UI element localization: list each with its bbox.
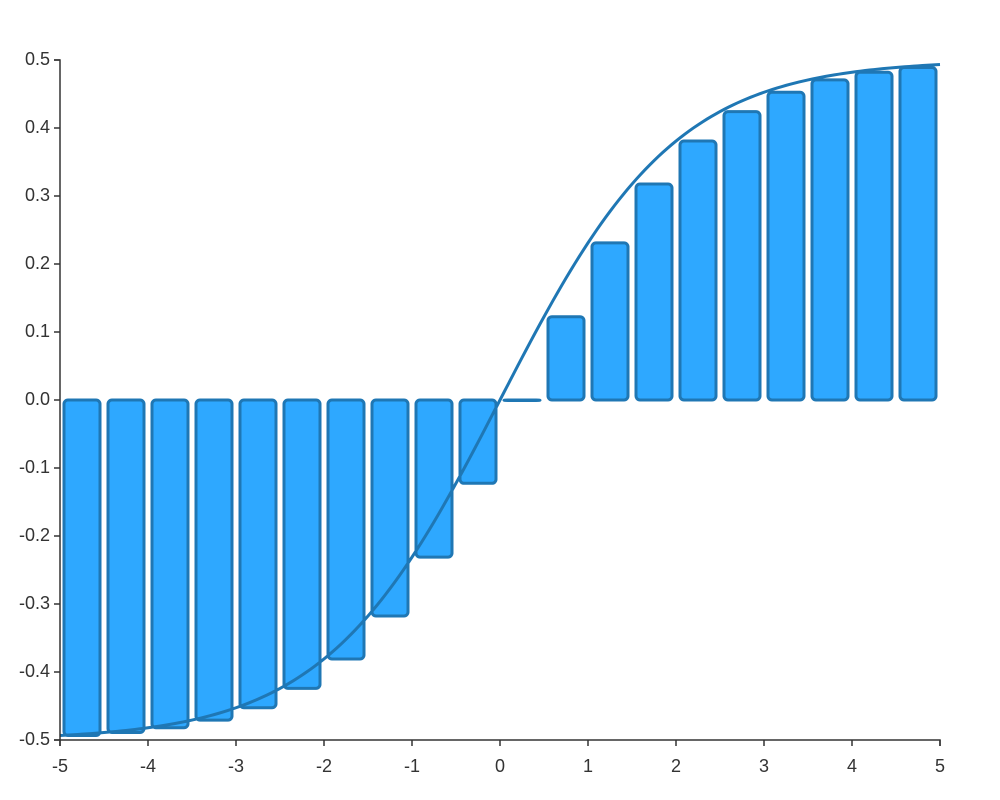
bar bbox=[722, 110, 762, 402]
axes-layer: -0.5 -0.4 -0.3 -0.2 -0.1 0.0 0.1 0.2 0.3 0.4 0.5 -5… bbox=[19, 49, 945, 776]
bar bbox=[150, 398, 190, 730]
bar bbox=[238, 398, 278, 710]
bar bbox=[106, 398, 146, 735]
x-tick-label: 4 bbox=[847, 756, 857, 776]
bar bbox=[810, 78, 850, 402]
bar bbox=[854, 70, 894, 402]
bar bbox=[590, 241, 630, 402]
bar bbox=[194, 398, 234, 722]
bar bbox=[414, 398, 454, 559]
x-tick-label: -5 bbox=[52, 756, 68, 776]
bar bbox=[62, 398, 102, 737]
y-tick-label: 0.0 bbox=[25, 389, 50, 409]
y-tick-label: -0.5 bbox=[19, 729, 50, 749]
x-tick-label: -4 bbox=[140, 756, 156, 776]
y-tick-label: 0.4 bbox=[25, 117, 50, 137]
line-layer bbox=[59, 63, 941, 737]
bar bbox=[678, 139, 718, 402]
y-tick-label: -0.1 bbox=[19, 457, 50, 477]
x-tick-label: 0 bbox=[495, 756, 505, 776]
bar bbox=[502, 398, 542, 402]
bar bbox=[766, 90, 806, 402]
bar bbox=[634, 182, 674, 402]
x-tick-label: -3 bbox=[228, 756, 244, 776]
y-tick-label: -0.4 bbox=[19, 661, 50, 681]
x-tick-label: -2 bbox=[316, 756, 332, 776]
bar bbox=[370, 398, 410, 618]
series-line bbox=[59, 63, 941, 737]
y-tick-label: -0.3 bbox=[19, 593, 50, 613]
bar bbox=[546, 315, 586, 402]
bars-layer bbox=[62, 65, 938, 737]
y-tick-label: 0.1 bbox=[25, 321, 50, 341]
y-tick-label: 0.5 bbox=[25, 49, 50, 69]
y-tick-label: 0.3 bbox=[25, 185, 50, 205]
x-tick-label: 5 bbox=[935, 756, 945, 776]
x-tick-label: 3 bbox=[759, 756, 769, 776]
x-tick-label: -1 bbox=[404, 756, 420, 776]
bar bbox=[898, 65, 938, 402]
y-tick-label: 0.2 bbox=[25, 253, 50, 273]
x-tick-label: 1 bbox=[583, 756, 593, 776]
y-tick-label: -0.2 bbox=[19, 525, 50, 545]
bar bbox=[326, 398, 366, 661]
x-tick-label: 2 bbox=[671, 756, 681, 776]
bar bbox=[282, 398, 322, 690]
